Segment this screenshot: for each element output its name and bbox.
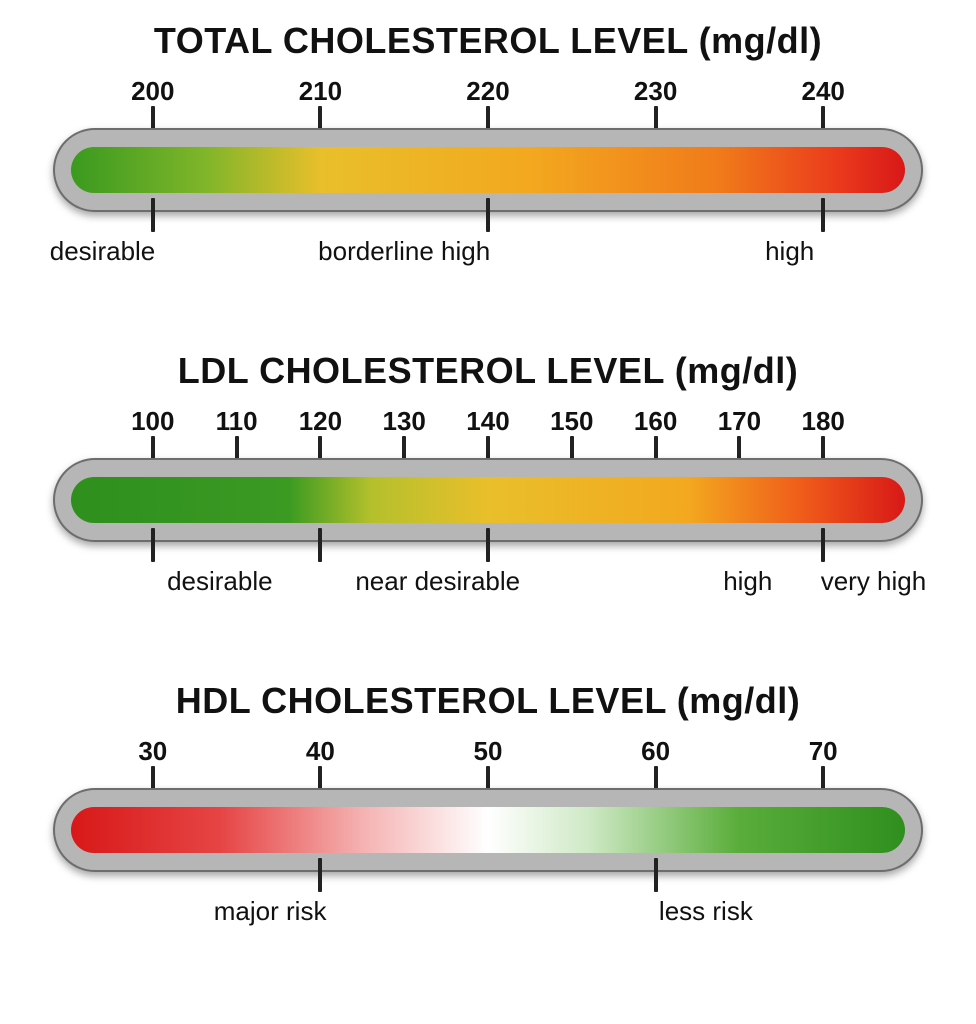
tick-label: 210 — [299, 76, 342, 107]
tick-mark — [486, 198, 490, 232]
tick-label: 150 — [550, 406, 593, 437]
bar-outer-hdl — [53, 788, 923, 872]
tick-label: 240 — [801, 76, 844, 107]
page: TOTAL CHOLESTEROL LEVEL (mg/dl) 200 210 22… — [0, 0, 976, 1024]
gauge-title-total: TOTAL CHOLESTEROL LEVEL (mg/dl) — [53, 20, 923, 62]
tick-mark — [318, 528, 322, 562]
tick-mark — [821, 198, 825, 232]
bar-inner-total — [71, 147, 905, 193]
tick-label: 40 — [306, 736, 335, 767]
tick-labels-lower: major risk less risk — [53, 870, 923, 930]
tick-mark — [486, 528, 490, 562]
tick-labels-upper: 100 110 120 130 140 150 160 170 180 — [53, 406, 923, 450]
tick-label: 30 — [138, 736, 167, 767]
tick-label: 140 — [466, 406, 509, 437]
tick-label: 200 — [131, 76, 174, 107]
tick-label: 100 — [131, 406, 174, 437]
tick-label: 170 — [718, 406, 761, 437]
tick-labels-lower: desirable borderline high high — [53, 210, 923, 270]
tick-label: 130 — [382, 406, 425, 437]
zone-label: less risk — [659, 896, 753, 927]
zone-label: major risk — [214, 896, 327, 927]
tick-label: 230 — [634, 76, 677, 107]
bar-inner-hdl — [71, 807, 905, 853]
gauge-title-ldl: LDL CHOLESTEROL LEVEL (mg/dl) — [53, 350, 923, 392]
scale-ldl: 100 110 120 130 140 150 160 170 180 desirable nea… — [53, 406, 923, 616]
gauge-total: TOTAL CHOLESTEROL LEVEL (mg/dl) 200 210 22… — [53, 20, 923, 286]
zone-label: very high — [821, 566, 927, 597]
tick-labels-lower: desirablenear desirablehighvery high — [53, 540, 923, 600]
tick-label: 70 — [809, 736, 838, 767]
zone-label: high — [723, 566, 772, 597]
tick-mark — [654, 858, 658, 892]
zone-label: near desirable — [355, 566, 520, 597]
tick-mark — [151, 528, 155, 562]
scale-hdl: 30 40 50 60 70 major risk less risk — [53, 736, 923, 946]
gauge-hdl: HDL CHOLESTEROL LEVEL (mg/dl) 30 40 50 60 70… — [53, 680, 923, 946]
tick-label: 120 — [299, 406, 342, 437]
zone-label: high — [765, 236, 814, 267]
gauge-title-hdl: HDL CHOLESTEROL LEVEL (mg/dl) — [53, 680, 923, 722]
zone-label: desirable — [167, 566, 273, 597]
zone-label: borderline high — [318, 236, 490, 267]
bar-inner-ldl — [71, 477, 905, 523]
tick-label: 220 — [466, 76, 509, 107]
tick-label: 110 — [216, 406, 258, 437]
tick-mark — [151, 198, 155, 232]
tick-labels-upper: 30 40 50 60 70 — [53, 736, 923, 780]
tick-label: 160 — [634, 406, 677, 437]
tick-labels-upper: 200 210 220 230 240 — [53, 76, 923, 120]
tick-mark — [318, 858, 322, 892]
zone-label: desirable — [50, 236, 156, 267]
tick-label: 180 — [801, 406, 844, 437]
tick-mark — [821, 528, 825, 562]
gauge-ldl: LDL CHOLESTEROL LEVEL (mg/dl) 1001101201… — [53, 350, 923, 616]
tick-label: 60 — [641, 736, 670, 767]
tick-label: 50 — [474, 736, 503, 767]
scale-total: 200 210 220 230 240 desirable borderline high… — [53, 76, 923, 286]
